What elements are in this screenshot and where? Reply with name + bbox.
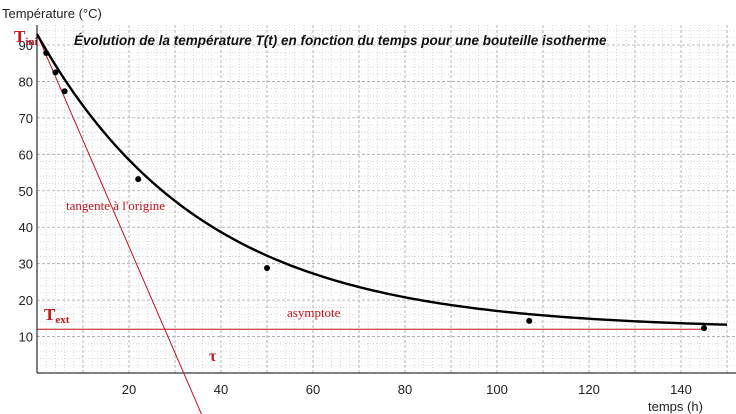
y-tick-label: 10 bbox=[19, 330, 33, 345]
data-points bbox=[43, 50, 707, 332]
y-tick-label: 90 bbox=[19, 38, 33, 53]
curve-layer bbox=[35, 33, 728, 326]
x-tick-label: 40 bbox=[214, 382, 228, 397]
y-tick-label: 20 bbox=[19, 293, 33, 308]
tangent-layer bbox=[36, 33, 202, 414]
x-tick-label: 140 bbox=[670, 382, 692, 397]
temperature-curve bbox=[35, 33, 728, 326]
asymptote-label: asymptote bbox=[287, 305, 341, 320]
t-ini-label: Tini bbox=[14, 27, 38, 48]
y-tick-labels: 10 20 30 40 50 60 70 80 90 bbox=[19, 38, 33, 345]
tangent-line bbox=[36, 33, 202, 414]
x-tick-labels: 20 40 60 80 100 120 140 bbox=[122, 382, 692, 397]
x-tick-label: 80 bbox=[398, 382, 412, 397]
y-tick-label: 40 bbox=[19, 220, 33, 235]
data-point bbox=[135, 176, 142, 183]
x-tick-label: 20 bbox=[122, 382, 136, 397]
data-point bbox=[701, 325, 707, 332]
y-tick-label: 60 bbox=[19, 147, 33, 162]
y-tick-label: 50 bbox=[19, 184, 33, 199]
data-point bbox=[526, 317, 533, 324]
y-tick-label: 80 bbox=[19, 74, 33, 89]
data-point bbox=[61, 88, 68, 95]
t-ext-label: Text bbox=[44, 305, 70, 326]
x-tick-label: 100 bbox=[486, 382, 508, 397]
x-tick-label: 60 bbox=[306, 382, 320, 397]
tangent-label: tangente à l'origine bbox=[66, 198, 165, 213]
x-tick-label: 120 bbox=[578, 382, 600, 397]
data-point bbox=[43, 50, 50, 57]
y-tick-label: 30 bbox=[19, 257, 33, 272]
data-point bbox=[52, 69, 59, 76]
x-axis-title: temps (h) bbox=[648, 399, 703, 414]
major-grid bbox=[37, 25, 736, 373]
tau-label: τ bbox=[209, 348, 217, 365]
y-tick-label: 70 bbox=[19, 111, 33, 126]
y-axis-title: Température (°C) bbox=[2, 6, 102, 21]
minor-grid bbox=[37, 25, 736, 373]
data-point bbox=[264, 265, 270, 272]
chart-title: Évolution de la température T(t) en fonc… bbox=[74, 33, 607, 48]
